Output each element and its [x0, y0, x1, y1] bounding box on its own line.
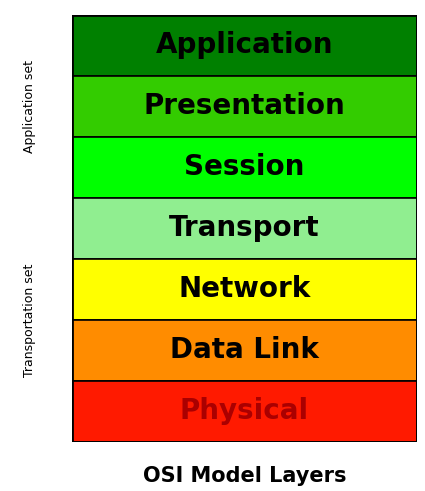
Text: Application: Application	[156, 31, 333, 59]
Text: Application set: Application set	[23, 60, 36, 153]
Bar	[72, 15, 416, 76]
Bar	[72, 381, 416, 442]
Bar	[72, 320, 416, 381]
Bar	[72, 259, 416, 320]
Bar	[72, 76, 416, 137]
Text: Transportation set: Transportation set	[23, 263, 36, 377]
Text: Presentation: Presentation	[144, 92, 345, 120]
Text: Data Link: Data Link	[170, 336, 319, 364]
Text: Network: Network	[178, 275, 311, 303]
Text: OSI Model Layers: OSI Model Layers	[143, 466, 346, 486]
Bar	[72, 137, 416, 198]
Text: Transport: Transport	[169, 214, 320, 243]
Text: Physical: Physical	[180, 397, 309, 425]
Bar	[72, 198, 416, 259]
Text: Session: Session	[184, 153, 305, 181]
